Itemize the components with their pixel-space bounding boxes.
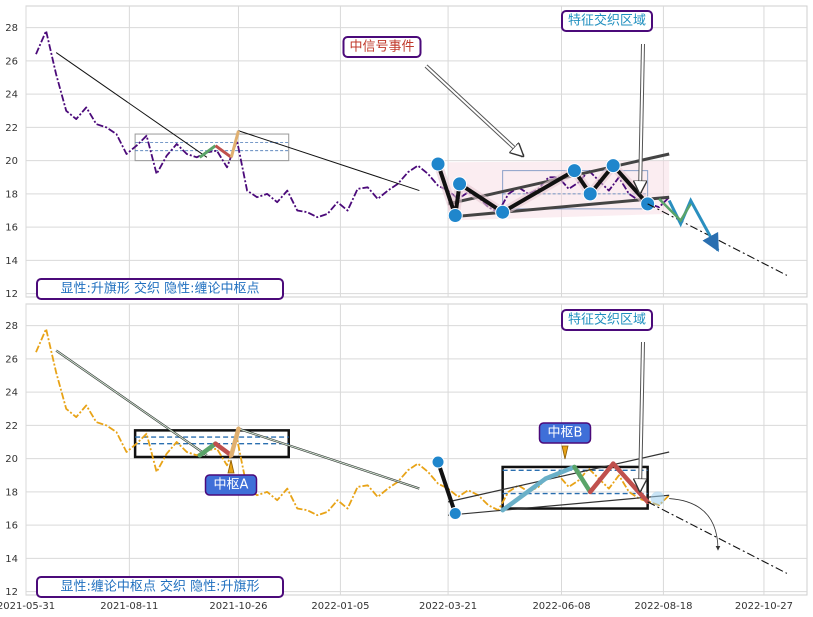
zigzag-segment-left (198, 144, 217, 159)
zigzag-segment (197, 441, 218, 458)
legend-box-bottom-box (36, 576, 284, 598)
pointer-a (227, 459, 235, 474)
flag-lower-line (447, 195, 670, 219)
zigzag-segment (543, 464, 577, 481)
panel-bottom: 12 14 16 18 20 22 24 26 28 2021-05-31 2021-08-11 20… (0, 303, 808, 612)
forecast-line (647, 203, 788, 276)
projection-segment (658, 198, 692, 223)
x-tick-label: 2021-08-11 (100, 601, 158, 612)
y-tick-label: 18 (5, 487, 18, 498)
pointer-arrow-zone-inner (640, 341, 643, 491)
y-tick-label: 24 (5, 90, 18, 101)
legend-box-bottom-text: 显性:缠论中枢点 交织 隐性:升旗形 (60, 579, 259, 595)
pivot-point (431, 455, 445, 469)
y-tick-label: 22 (5, 421, 18, 432)
zigzag-segment-left (214, 144, 233, 159)
y-tick-label: 14 (5, 554, 18, 565)
zigzag-drop (436, 461, 458, 515)
y-tick-label: 22 (5, 123, 18, 134)
flag-lower-line (448, 494, 670, 516)
legend-box-top: 显性:升旗形 交织 隐性:缠论中枢点 (36, 278, 284, 300)
annotation-zhongshu-b: 中枢B (538, 422, 592, 444)
annotation-zhongshu-a: 中枢A (204, 474, 258, 496)
pivot-point (452, 176, 468, 192)
legend-box-top-box (36, 278, 284, 300)
y-tick-label: 28 (5, 321, 18, 332)
y-tick-label: 20 (5, 156, 18, 167)
pivot-point (448, 507, 462, 521)
pointer-b (561, 445, 569, 460)
pointer-arrow-zone-inner (640, 43, 643, 193)
y-tick-label: 24 (5, 388, 18, 399)
flag-upper-line (447, 451, 670, 503)
trend-line (55, 52, 208, 158)
pivot-point (495, 204, 511, 220)
y-tick-label: 26 (5, 354, 18, 365)
x-tick-label: 2021-10-26 (209, 601, 267, 612)
y-tick-label: 20 (5, 454, 18, 465)
price-series (35, 29, 670, 219)
annotation-zhongshu-a-text: 中枢A (214, 478, 249, 493)
highlight-dot (650, 491, 665, 506)
annotation-zhongshu-b-box (538, 422, 592, 444)
y-tick-label: 28 (5, 23, 18, 34)
pivot-point (605, 158, 621, 174)
annotation-event-text: 中信号事件 (349, 40, 414, 55)
annotation-zhongshu-b-text: 中枢B (548, 426, 583, 441)
annotation-zone-bottom: 特征交织区域 (561, 309, 653, 331)
annotation-zone-top-box (561, 10, 653, 32)
pivot-point (582, 186, 598, 202)
y-tick-label: 14 (5, 256, 18, 267)
y-tick-label: 26 (5, 56, 18, 67)
x-tick-label: 2022-06-08 (532, 601, 590, 612)
zigzag-segment (229, 426, 241, 458)
x-tick-label: 2022-03-21 (419, 601, 477, 612)
y-tick-label: 18 (5, 189, 18, 200)
y-tick-label: 12 (5, 289, 18, 300)
annotation-zone-top-text: 特征交织区域 (568, 13, 646, 29)
zigzag-segment (610, 461, 650, 505)
pivot-point (566, 163, 582, 179)
x-tick-label: 2021-05-31 (0, 601, 55, 612)
legend-box-top-text: 显性:升旗形 交织 隐性:缠论中枢点 (60, 281, 259, 297)
pivot-point (447, 208, 463, 224)
annotation-event: 中信号事件 (342, 36, 422, 58)
zigzag-segment (500, 476, 548, 513)
x-tick-label: 2022-08-18 (634, 601, 692, 612)
legend-box-bottom: 显性:缠论中枢点 交织 隐性:升旗形 (36, 576, 284, 598)
zigzag-segment (572, 464, 593, 495)
pivot-point (430, 156, 446, 172)
trend-line-highlight (55, 350, 208, 456)
y-tick-label: 16 (5, 521, 18, 532)
trend-line-2 (238, 130, 420, 192)
zigzag-segment-left (229, 130, 240, 158)
zigzag-segment (587, 461, 616, 495)
annotation-zone-bottom-box (561, 309, 653, 331)
pointer-arrow-event-inner (425, 65, 523, 156)
x-tick-label: 2022-10-27 (735, 601, 793, 612)
zigzag-segment (213, 441, 234, 458)
plot-area-bottom (25, 303, 808, 596)
forecast-line (647, 501, 788, 574)
projection-arrow (669, 498, 721, 551)
x-tick-label: 2022-01-05 (311, 601, 369, 612)
y-tick-label: 16 (5, 223, 18, 234)
annotation-event-box (342, 36, 422, 58)
annotation-zone-bottom-text: 特征交织区域 (568, 312, 646, 328)
trend-line-2-highlight (238, 428, 420, 490)
annotation-zhongshu-a-box (204, 474, 258, 496)
annotation-zone-top: 特征交织区域 (561, 10, 653, 32)
y-tick-label: 12 (5, 587, 18, 598)
price-series (35, 327, 670, 517)
